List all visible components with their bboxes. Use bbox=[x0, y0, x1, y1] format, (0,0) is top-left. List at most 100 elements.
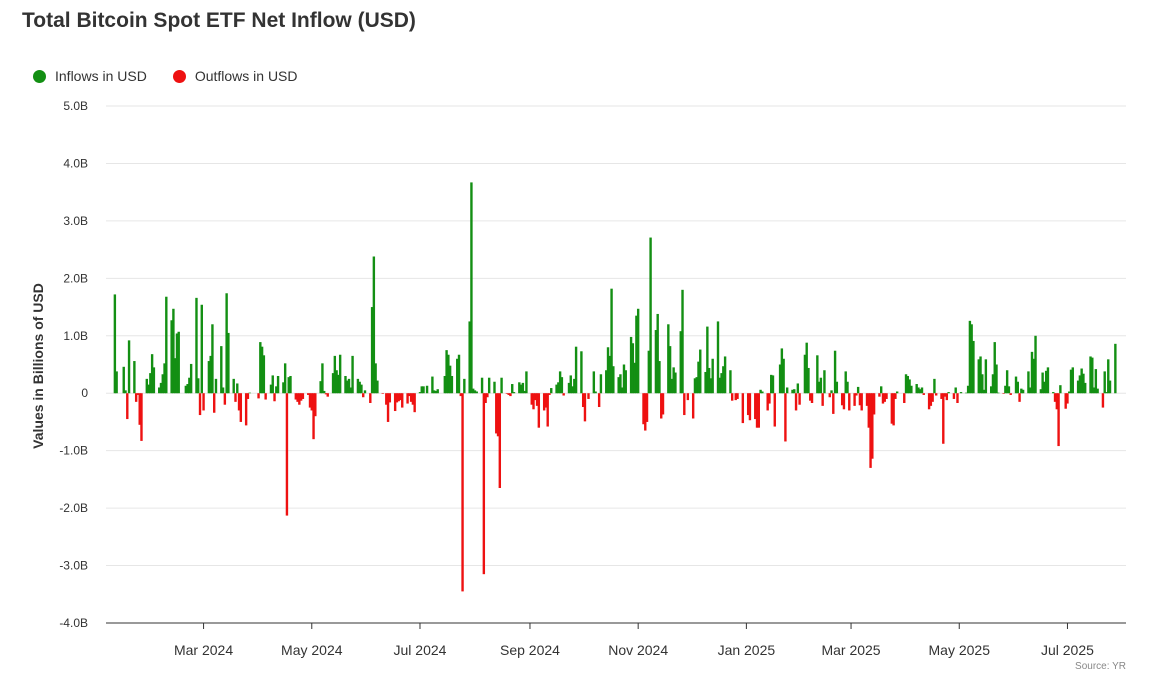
bar-2024-07-08[interactable] bbox=[431, 376, 434, 394]
bar-2024-02-08[interactable] bbox=[163, 363, 166, 394]
bar-2024-10-04[interactable] bbox=[587, 393, 590, 399]
bar-2024-10-08[interactable] bbox=[594, 391, 597, 394]
bar-2024-02-01[interactable] bbox=[150, 354, 154, 394]
bar-2024-08-15[interactable] bbox=[498, 393, 502, 488]
bar-2024-05-06[interactable] bbox=[319, 381, 322, 394]
bar-2024-09-25[interactable] bbox=[571, 386, 574, 394]
bar-2024-02-28[interactable] bbox=[198, 393, 202, 416]
bar-2024-05-17[interactable] bbox=[338, 354, 342, 394]
bar-2024-12-06[interactable] bbox=[699, 349, 702, 394]
bar-2024-10-11[interactable] bbox=[599, 374, 603, 394]
bar-2025-07-07[interactable] bbox=[1076, 380, 1080, 394]
bar-2025-04-02[interactable] bbox=[906, 375, 910, 394]
bar-2025-07-16[interactable] bbox=[1092, 387, 1096, 394]
bar-2024-06-07[interactable] bbox=[376, 380, 379, 394]
bar-2024-08-08[interactable] bbox=[486, 393, 489, 398]
bar-2025-05-12[interactable] bbox=[977, 359, 980, 394]
bar-2025-07-01[interactable] bbox=[1066, 393, 1069, 404]
bar-2024-07-23[interactable] bbox=[457, 354, 461, 394]
bar-2024-11-04[interactable] bbox=[642, 393, 645, 425]
bar-2024-08-26[interactable] bbox=[518, 382, 521, 394]
bar-2024-11-07[interactable] bbox=[647, 350, 651, 394]
bar-2024-08-27[interactable] bbox=[519, 384, 523, 394]
bar-2024-02-12[interactable] bbox=[170, 320, 173, 394]
bar-2024-08-28[interactable] bbox=[521, 382, 525, 394]
bar-2025-06-09[interactable] bbox=[1027, 371, 1030, 394]
bar-2024-08-13[interactable] bbox=[495, 393, 498, 434]
bar-2024-12-02[interactable] bbox=[691, 393, 695, 419]
bar-2024-05-29[interactable] bbox=[360, 384, 363, 394]
bar-2024-11-11[interactable] bbox=[654, 330, 658, 394]
bar-2025-04-30[interactable] bbox=[956, 393, 959, 403]
bar-2024-12-04[interactable] bbox=[695, 377, 698, 394]
bar-2025-01-23[interactable] bbox=[784, 393, 787, 442]
bar-2024-10-07[interactable] bbox=[592, 371, 596, 394]
bar-2025-07-04[interactable] bbox=[1071, 367, 1074, 394]
bar-2024-12-20[interactable] bbox=[723, 356, 727, 394]
bar-2025-02-19[interactable] bbox=[832, 393, 835, 414]
bar-2024-10-01[interactable] bbox=[581, 393, 585, 408]
bar-2024-06-18[interactable] bbox=[395, 393, 399, 403]
bar-2024-10-31[interactable] bbox=[635, 315, 638, 394]
bar-2024-09-13[interactable] bbox=[550, 388, 553, 394]
bar-2024-01-26[interactable] bbox=[140, 393, 143, 441]
bar-2024-02-09[interactable] bbox=[165, 296, 168, 394]
bar-2025-01-29[interactable] bbox=[794, 393, 798, 411]
bar-2024-02-23[interactable] bbox=[189, 363, 193, 394]
bar-2025-01-13[interactable] bbox=[766, 393, 769, 411]
bar-2024-05-30[interactable] bbox=[362, 393, 365, 398]
bar-2025-07-11[interactable] bbox=[1084, 382, 1087, 394]
bar-2024-04-10[interactable] bbox=[273, 393, 276, 402]
bar-2024-03-26[interactable] bbox=[246, 393, 250, 399]
bar-2025-01-20[interactable] bbox=[778, 364, 782, 394]
bar-2025-04-16[interactable] bbox=[931, 393, 934, 402]
bar-2025-06-12[interactable] bbox=[1032, 358, 1035, 394]
bar-2024-01-17[interactable] bbox=[124, 390, 127, 394]
bar-2024-03-14[interactable] bbox=[225, 293, 228, 394]
bar-2024-03-20[interactable] bbox=[236, 383, 239, 394]
bar-2025-06-19[interactable] bbox=[1044, 370, 1048, 394]
bar-2025-05-08[interactable] bbox=[970, 324, 973, 394]
bar-2024-08-07[interactable] bbox=[484, 393, 487, 403]
bar-2025-03-10[interactable] bbox=[865, 393, 869, 406]
bar-2024-01-18[interactable] bbox=[126, 393, 129, 420]
bar-2024-08-06[interactable] bbox=[482, 393, 486, 575]
bar-2024-06-04[interactable] bbox=[370, 307, 374, 394]
bar-2025-06-25[interactable] bbox=[1055, 393, 1059, 410]
bar-2024-10-18[interactable] bbox=[612, 366, 615, 394]
bar-2024-05-10[interactable] bbox=[326, 393, 329, 397]
bar-2024-11-18[interactable] bbox=[667, 324, 670, 394]
bar-2024-06-26[interactable] bbox=[409, 393, 413, 402]
bar-2024-11-20[interactable] bbox=[670, 378, 674, 394]
bar-2025-07-14[interactable] bbox=[1089, 356, 1092, 394]
bar-2024-03-22[interactable] bbox=[239, 393, 243, 422]
bar-2024-12-17[interactable] bbox=[718, 377, 721, 394]
bar-2024-02-22[interactable] bbox=[188, 377, 191, 394]
bar-2024-12-13[interactable] bbox=[711, 358, 714, 394]
bar-2024-12-19[interactable] bbox=[722, 366, 725, 394]
bar-2025-01-17[interactable] bbox=[773, 393, 776, 427]
bar-2025-05-14[interactable] bbox=[981, 374, 984, 394]
bar-2024-01-30[interactable] bbox=[147, 384, 150, 394]
bar-2024-07-26[interactable] bbox=[463, 378, 466, 394]
bar-2024-09-12[interactable] bbox=[548, 393, 551, 395]
bar-2024-05-23[interactable] bbox=[349, 387, 352, 394]
bar-2024-09-24[interactable] bbox=[569, 375, 572, 394]
bar-2024-10-10[interactable] bbox=[597, 393, 601, 408]
bar-2024-03-12[interactable] bbox=[221, 387, 225, 394]
bar-2025-03-27[interactable] bbox=[895, 391, 899, 394]
bar-2024-01-16[interactable] bbox=[122, 366, 125, 394]
bar-2024-02-13[interactable] bbox=[172, 308, 175, 394]
bar-2025-07-25[interactable] bbox=[1108, 380, 1112, 394]
bar-2024-11-29[interactable] bbox=[686, 393, 690, 401]
bar-2024-07-09[interactable] bbox=[432, 390, 436, 394]
bar-2024-05-08[interactable] bbox=[322, 390, 326, 394]
bar-2024-06-24[interactable] bbox=[406, 393, 409, 404]
bar-2025-02-20[interactable] bbox=[833, 350, 837, 394]
bar-2024-09-23[interactable] bbox=[567, 382, 571, 394]
bar-2025-07-10[interactable] bbox=[1082, 373, 1085, 394]
legend-item-inflows[interactable]: Inflows in USD bbox=[33, 68, 147, 84]
bar-2024-06-28[interactable] bbox=[413, 393, 416, 413]
bar-2025-02-27[interactable] bbox=[846, 381, 849, 394]
bar-2024-12-11[interactable] bbox=[707, 367, 711, 394]
